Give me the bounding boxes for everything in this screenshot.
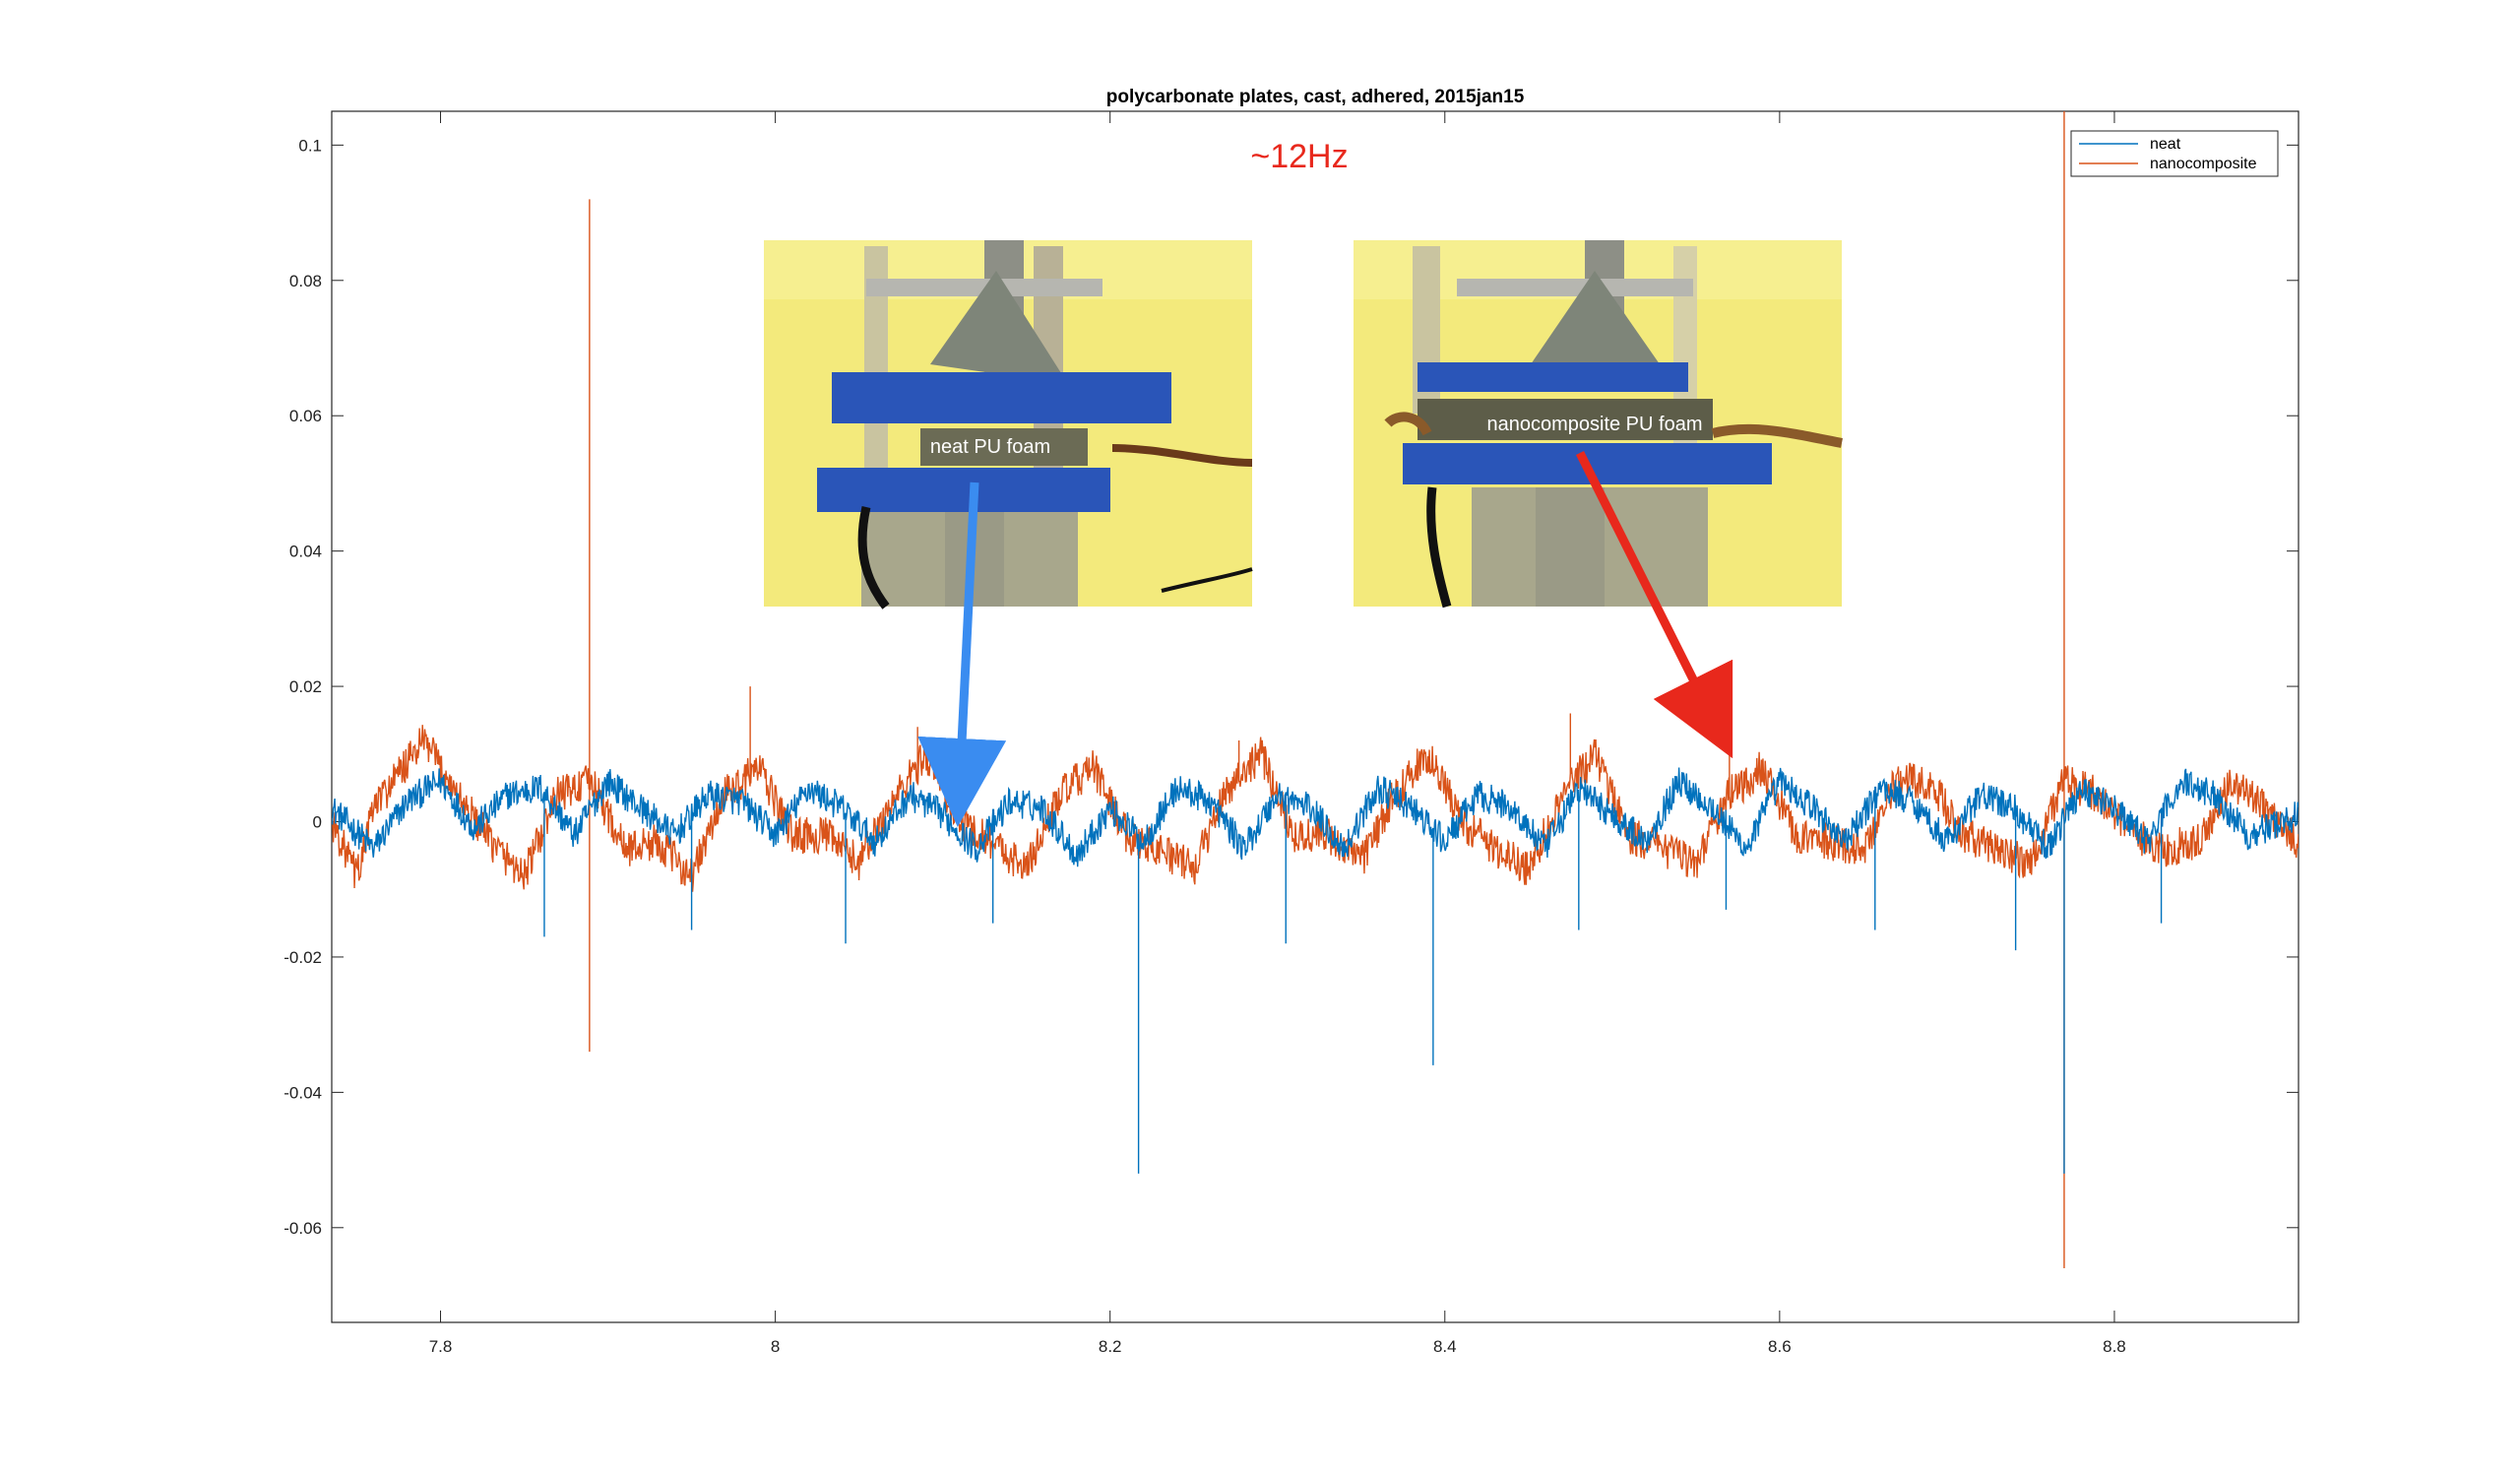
plot-area	[331, 110, 2300, 1323]
legend-label-nanocomposite: nanocomposite	[2150, 156, 2257, 172]
photo-nanocomposite-foam: nanocomposite PU foam	[1354, 240, 1843, 609]
y-tick-label: 0.04	[289, 543, 322, 561]
legend: neat nanocomposite	[2070, 130, 2279, 177]
y-tick-label: 0.08	[289, 272, 322, 290]
y-tick-label: 0	[313, 813, 322, 832]
y-tick-label: 0.1	[298, 136, 322, 155]
series-line-nanocomposite	[332, 111, 2299, 1269]
x-tick-label: 8.6	[1768, 1337, 1792, 1356]
y-tick-label: -0.06	[284, 1219, 322, 1238]
photo-label-neat: neat PU foam	[930, 436, 1050, 458]
y-tick-label: 0.06	[289, 407, 322, 425]
frequency-annotation: ~12Hz	[1250, 138, 1348, 175]
arrow-neat	[917, 481, 1007, 827]
x-tick-label: 8.4	[1433, 1337, 1457, 1356]
chart-title: polycarbonate plates, cast, adhered, 201…	[1106, 87, 1525, 107]
y-tick-label: 0.02	[289, 677, 322, 696]
x-tick-label: 8.8	[2103, 1337, 2126, 1356]
photo-label-nanocomposite: nanocomposite PU foam	[1486, 414, 1702, 435]
legend-label-neat: neat	[2150, 136, 2181, 153]
series-line-neat	[332, 767, 2299, 1174]
arrow-nanocomposite	[1575, 450, 1733, 759]
y-tick-label: -0.02	[284, 948, 322, 967]
x-tick-label: 8	[771, 1337, 780, 1356]
y-axis: -0.06 -0.04 -0.02 0 0.02 0.04 0.06 0.08 0.1	[284, 136, 2299, 1238]
x-tick-label: 8.2	[1099, 1337, 1122, 1356]
photo-neat-foam: neat PU foam	[764, 240, 1253, 609]
x-tick-label: 7.8	[429, 1337, 453, 1356]
x-axis: 7.8 8 8.2 8.4 8.6 8.8	[429, 111, 2126, 1356]
y-tick-label: -0.04	[284, 1083, 322, 1102]
